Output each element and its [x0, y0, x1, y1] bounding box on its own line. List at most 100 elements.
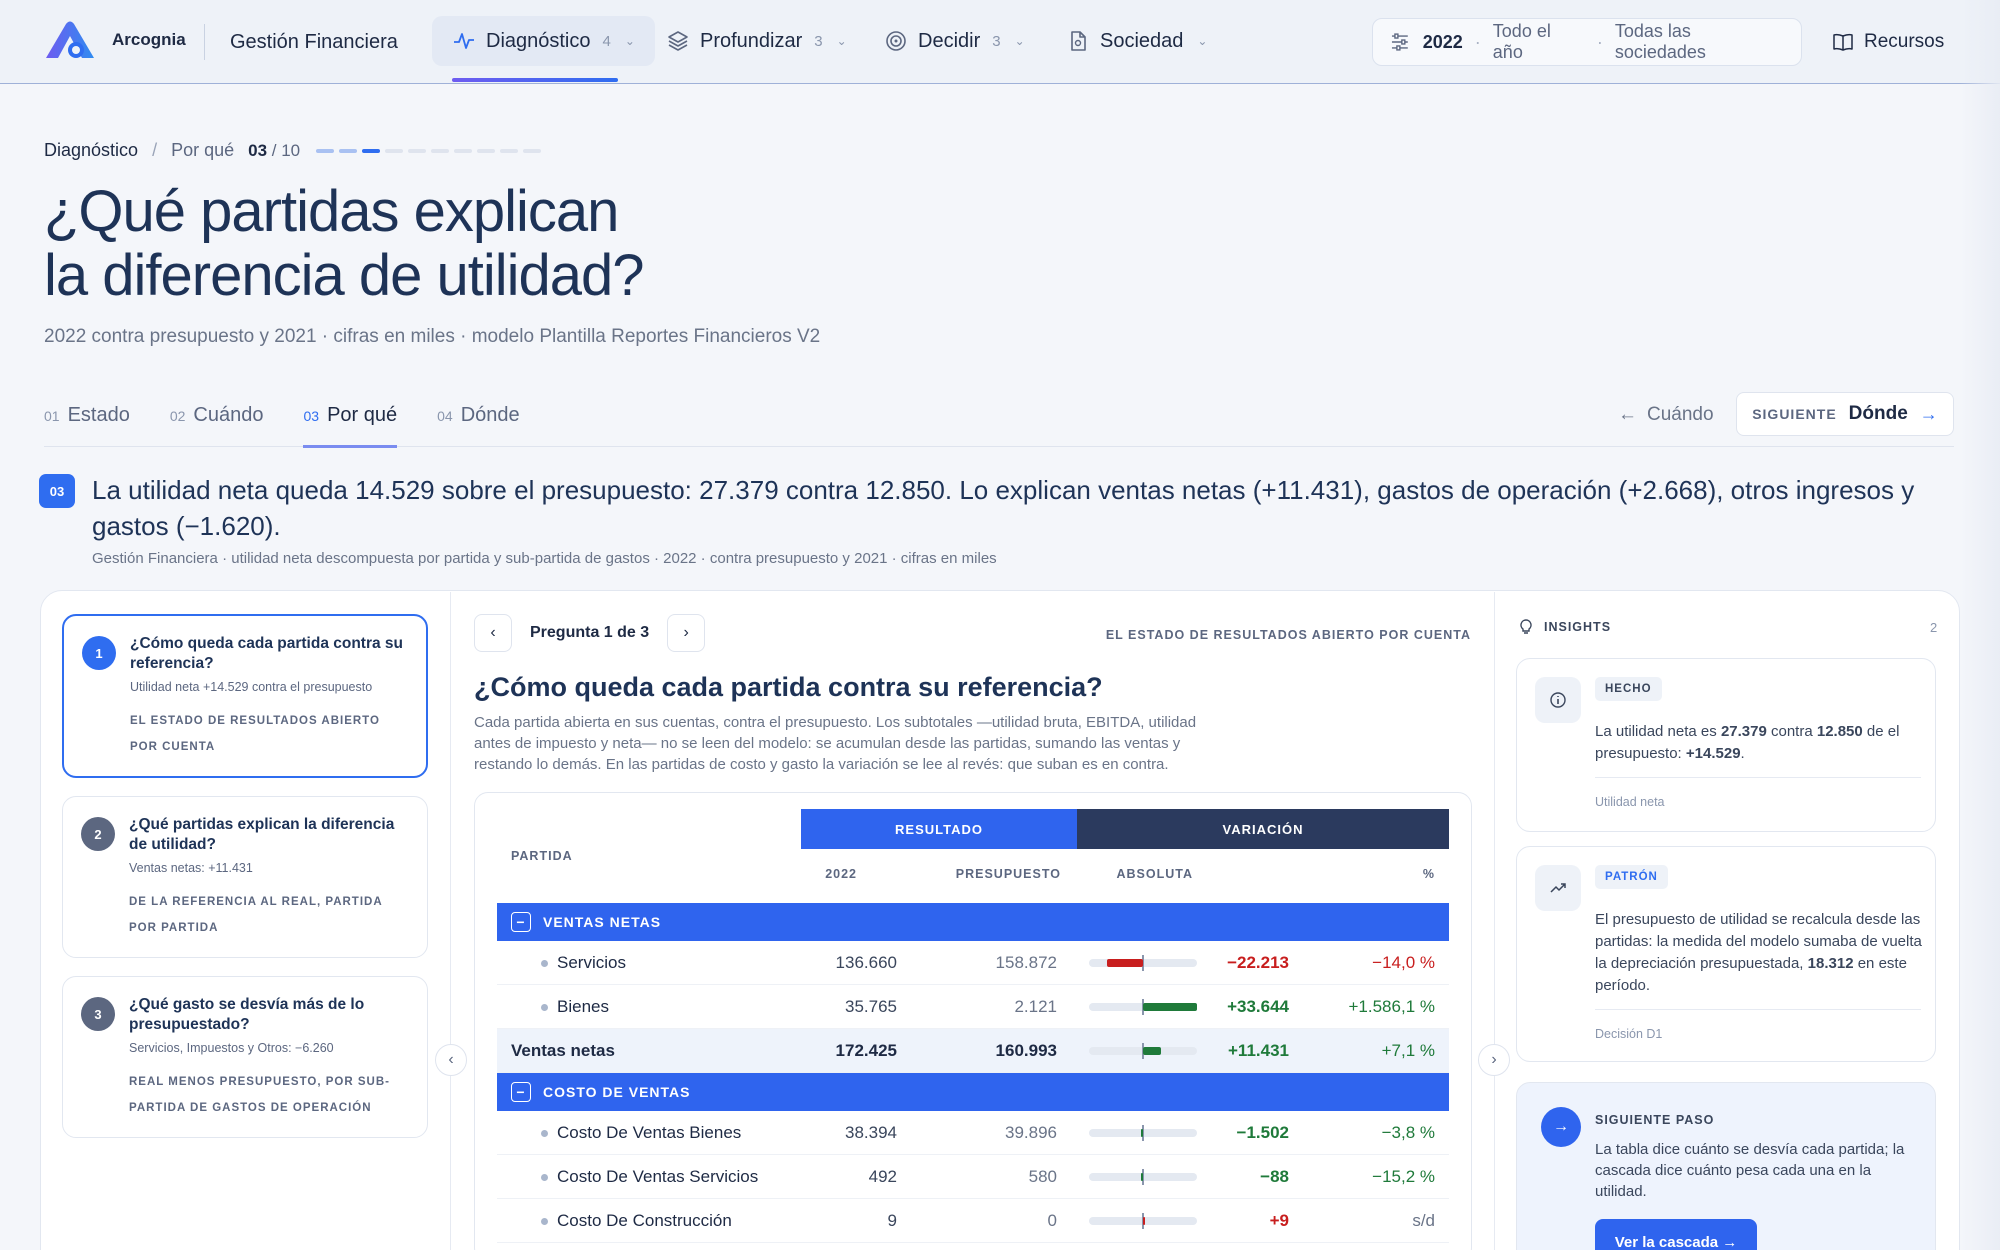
variation-bar: [1089, 999, 1197, 1015]
page-title: ¿Qué partidas explican la diferencia de …: [44, 179, 645, 308]
step-tab-estado[interactable]: 01 Estado: [44, 404, 130, 448]
step-tab-por-que[interactable]: 03 Por qué: [303, 404, 398, 448]
header-group-result: RESULTADO: [801, 809, 1077, 849]
nav-tab-decidir[interactable]: Decidir 3 ⌄: [864, 16, 1045, 66]
row-variation-absolute: +9: [1269, 1211, 1289, 1230]
view-waterfall-button[interactable]: Ver la cascada →: [1595, 1219, 1757, 1250]
document-icon: [1071, 31, 1086, 51]
insight-value: 18.312: [1807, 955, 1854, 972]
insights-count: 2: [1930, 620, 1938, 635]
question-pager: ‹ Pregunta 1 de 3 ›: [474, 614, 706, 652]
collapse-right-button[interactable]: ›: [1478, 1044, 1510, 1076]
chevron-down-icon: ⌄: [624, 34, 635, 48]
nav-tab-label: Diagnóstico: [486, 29, 591, 52]
insight-source: Decisión D1: [1595, 1027, 1663, 1041]
row-variation-percent: −14,0 %: [1372, 953, 1435, 972]
page-title-line-1: ¿Qué partidas explican: [44, 179, 619, 244]
insight-text-part: La utilidad neta es: [1595, 723, 1721, 740]
collapse-toggle-icon: −: [511, 912, 531, 932]
nav-tab-count: 3: [992, 32, 1001, 50]
previous-step-link[interactable]: ← Cuándo: [1618, 404, 1714, 426]
divider: [1595, 1009, 1921, 1010]
income-statement-table: RESULTADO VARIACIÓN PARTIDA 2022 PRESUPU…: [474, 792, 1472, 1250]
insight-value: 27.379: [1720, 723, 1767, 740]
nav-tab-label: Decidir: [918, 29, 981, 52]
pulse-icon: [454, 33, 474, 49]
row-actual: 172.425: [835, 1041, 897, 1060]
next-question-button[interactable]: ›: [667, 614, 706, 652]
section-header[interactable]: − COSTO DE VENTAS: [497, 1073, 1449, 1111]
progress-dashes: [316, 148, 542, 153]
section-header[interactable]: − VENTAS NETAS: [497, 903, 1449, 941]
bullet-icon: [541, 1174, 548, 1181]
collapse-left-button[interactable]: ‹: [435, 1044, 467, 1076]
variation-bar-fill: [1143, 1047, 1162, 1055]
step-number: 01: [44, 408, 60, 424]
nav-tab-sociedad[interactable]: Sociedad ⌄: [1046, 16, 1227, 66]
progress-current: 03: [248, 140, 268, 160]
period-filter[interactable]: 2022 · Todo el año · Todas las sociedade…: [1372, 18, 1802, 66]
step-label: Dónde: [460, 404, 520, 426]
question-card-2[interactable]: 2 ¿Qué partidas explican la diferencia d…: [62, 796, 428, 958]
step-number: 03: [303, 408, 320, 424]
row-actual: 492: [868, 1167, 897, 1186]
step-tabs: 01 Estado 02 Cuándo 03 Por qué 04 Dónde: [44, 404, 520, 448]
step-tab-cuando[interactable]: 02 Cuándo: [170, 404, 264, 448]
row-name: Ventas netas: [511, 1041, 615, 1060]
row-budget: 160.993: [995, 1041, 1057, 1060]
finding-badge: 03: [39, 474, 75, 508]
question-card-3[interactable]: 3 ¿Qué gasto se desvía más de lo presupu…: [62, 976, 428, 1138]
step-number: 02: [169, 408, 186, 424]
bullet-icon: [541, 1130, 548, 1137]
next-step-button[interactable]: SIGUIENTE Dónde →: [1736, 392, 1954, 436]
column-divider: [450, 592, 451, 1250]
question-heading: ¿Cómo queda cada partida contra su refer…: [474, 672, 1103, 702]
pager-text: Pregunta 1 de 3: [530, 624, 650, 641]
filter-companies: Todas las sociedades: [1614, 21, 1706, 62]
subtotal-row: Ventas netas 172.425 160.993 +11.431 +7,1 %: [497, 1029, 1449, 1073]
row-name: Servicios: [557, 953, 626, 972]
next-step-card-text: La tabla dice cuánto se desvía cada part…: [1595, 1141, 1905, 1200]
app-title[interactable]: Gestión Financiera: [230, 31, 398, 53]
insights-title: INSIGHTS: [1544, 620, 1612, 634]
table-row: Costo De Ventas Servicios 492 580 −88 −15,2 …: [497, 1155, 1449, 1199]
question-card-1[interactable]: 1 ¿Cómo queda cada partida contra su ref…: [62, 614, 428, 778]
lightbulb-icon: [1520, 619, 1532, 634]
nav-tab-diagnostico[interactable]: Diagnóstico 4 ⌄: [432, 16, 655, 66]
nav-tab-profundizar[interactable]: Profundizar 3 ⌄: [646, 16, 867, 66]
section-label: COSTO DE VENTAS: [543, 1084, 691, 1100]
row-budget: 580: [1028, 1167, 1057, 1186]
brand-logo[interactable]: Arcognia: [44, 20, 186, 60]
info-icon: [1535, 677, 1581, 723]
separator-dot: ·: [1596, 31, 1603, 52]
chevron-down-icon: ⌄: [1197, 34, 1208, 48]
row-budget: 39.896: [1005, 1123, 1057, 1142]
row-variation-absolute: +33.644: [1227, 997, 1289, 1016]
active-tab-indicator: [452, 78, 618, 82]
question-title: ¿Qué partidas explican la diferencia de …: [129, 816, 395, 853]
question-number: 3: [81, 997, 115, 1031]
row-variation-percent: s/d: [1412, 1211, 1435, 1230]
column-divider: [1494, 592, 1495, 1250]
insight-text-part: contra: [1766, 723, 1817, 740]
next-step-card: → SIGUIENTE PASO La tabla dice cuánto se…: [1516, 1082, 1936, 1250]
chevron-left-icon: ‹: [490, 624, 496, 641]
breadcrumb-section[interactable]: Diagnóstico: [44, 140, 139, 160]
insight-text-part: de el presupuesto:: [1595, 723, 1900, 762]
previous-question-button[interactable]: ‹: [474, 614, 512, 652]
row-variation-absolute: +11.431: [1228, 1041, 1289, 1060]
insight-text-part: .: [1740, 745, 1745, 762]
progress-dash: [477, 148, 496, 153]
section-label: VENTAS NETAS: [543, 914, 662, 930]
variation-bar-fill: [1143, 1003, 1197, 1011]
nav-tab-label: Sociedad: [1100, 29, 1184, 52]
variation-bar-fill: [1107, 959, 1143, 967]
nav-tab-count: 4: [602, 32, 611, 50]
variation-bar: [1089, 1213, 1197, 1229]
step-tab-donde[interactable]: 04 Dónde: [437, 404, 520, 448]
chevron-right-icon: ›: [683, 624, 689, 641]
row-name: Costo De Ventas Bienes: [557, 1123, 742, 1142]
row-name: Bienes: [557, 997, 609, 1016]
resources-link[interactable]: Recursos: [1832, 31, 1944, 53]
arcognia-logo-icon: [46, 21, 94, 58]
